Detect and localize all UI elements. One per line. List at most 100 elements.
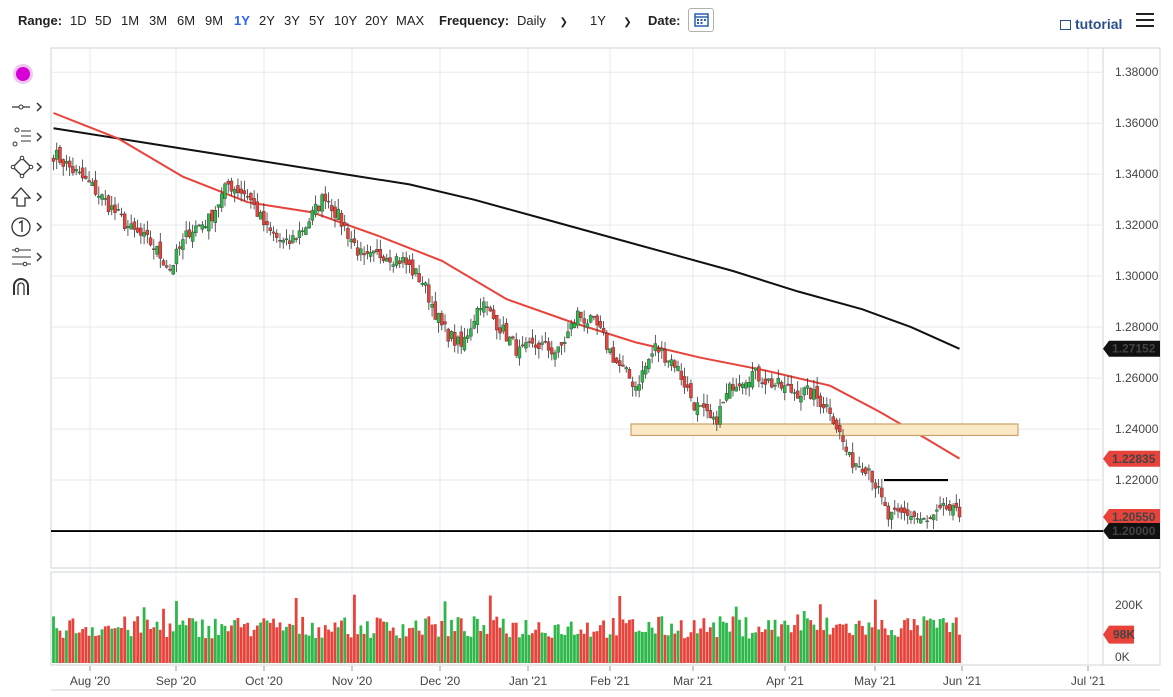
candle xyxy=(284,238,289,241)
candle xyxy=(744,382,748,389)
candle xyxy=(294,238,298,240)
volume-bar xyxy=(948,631,952,663)
x-tick-label: Sep '20 xyxy=(156,674,197,688)
volume-bar xyxy=(935,627,939,663)
candle xyxy=(482,301,486,313)
volume-bar xyxy=(469,636,473,663)
range-max[interactable]: MAX xyxy=(396,13,425,28)
annotation-number-button[interactable] xyxy=(8,215,44,239)
range-5y[interactable]: 5Y xyxy=(309,13,325,28)
candle xyxy=(715,416,719,425)
hamburger-menu-icon[interactable] xyxy=(1136,13,1154,27)
candle xyxy=(698,405,703,407)
volume-bar xyxy=(162,608,165,663)
volume-series xyxy=(52,594,961,663)
volume-bar xyxy=(802,611,806,663)
y-tick-label: 1.34000 xyxy=(1115,167,1159,181)
candle xyxy=(249,193,253,201)
volume-bar xyxy=(789,632,793,663)
range-10y[interactable]: 10Y xyxy=(334,13,358,28)
range-20y[interactable]: 20Y xyxy=(365,13,389,28)
candle xyxy=(440,313,444,326)
volume-bar xyxy=(689,632,693,663)
candle xyxy=(197,224,201,227)
candle xyxy=(216,204,221,208)
candle xyxy=(142,232,146,237)
range-1d[interactable]: 1D xyxy=(70,13,87,28)
color-picker-button[interactable] xyxy=(8,62,44,86)
trend-line-tool-button[interactable] xyxy=(8,125,44,149)
x-tick-label: Jan '21 xyxy=(509,674,548,688)
price-label-ma-fast-bg xyxy=(1103,450,1160,467)
candle xyxy=(407,259,412,265)
candle xyxy=(825,404,829,407)
volume-bar xyxy=(543,632,547,663)
volume-bar xyxy=(388,630,392,663)
candle xyxy=(514,339,518,356)
candle xyxy=(828,407,832,414)
candle xyxy=(491,309,496,319)
range-6m[interactable]: 6M xyxy=(177,13,196,28)
volume-bar xyxy=(628,619,631,663)
fibonacci-tool-button[interactable] xyxy=(8,245,44,269)
volume-bar xyxy=(712,622,715,663)
range-9m[interactable]: 9M xyxy=(205,13,224,28)
volume-bar xyxy=(450,619,453,663)
volume-bar xyxy=(637,630,641,663)
candle xyxy=(763,378,768,385)
range-3m[interactable]: 3M xyxy=(149,13,168,28)
volume-bar xyxy=(191,618,195,663)
candle xyxy=(770,378,774,388)
volume-bar xyxy=(94,636,97,663)
candle xyxy=(93,179,98,195)
range-1y[interactable]: 1Y xyxy=(234,13,250,28)
volume-bar xyxy=(446,636,450,663)
candle xyxy=(459,331,463,347)
volume-bar xyxy=(776,636,780,663)
price-pane-frame xyxy=(50,47,1161,569)
range-2y[interactable]: 2Y xyxy=(259,13,275,28)
range-5d[interactable]: 5D xyxy=(95,13,112,28)
candle xyxy=(935,509,939,512)
volume-bar xyxy=(657,616,660,663)
candle xyxy=(278,240,282,242)
candle xyxy=(135,227,140,233)
volume-bar xyxy=(175,600,178,663)
candle xyxy=(582,318,586,324)
candle xyxy=(753,367,758,371)
arrow-tool-button[interactable] xyxy=(8,185,44,209)
tutorial-link[interactable]: tutorial xyxy=(1060,16,1122,32)
crosshair-tool-button[interactable] xyxy=(8,95,44,119)
candle xyxy=(87,180,91,183)
volume-bar xyxy=(55,628,59,663)
candle xyxy=(333,206,337,218)
candle xyxy=(789,384,793,393)
range-3y[interactable]: 3Y xyxy=(284,13,300,28)
moving-average-fast-line xyxy=(53,112,961,460)
candle xyxy=(773,384,777,387)
candle xyxy=(385,258,389,262)
candle xyxy=(896,508,900,512)
period-select[interactable]: 1Y ❯ xyxy=(590,13,632,28)
volume-bar xyxy=(398,638,402,663)
toolbar: Range: 1D 5D 1M 3M 6M 9M 1Y 2Y 3Y 5Y 10Y… xyxy=(0,0,1173,42)
candle xyxy=(867,468,871,471)
y-tick-label: 1.22000 xyxy=(1115,473,1159,487)
volume-bar xyxy=(116,627,120,663)
volume-bar xyxy=(835,624,838,663)
volume-bar xyxy=(188,618,191,663)
range-1m[interactable]: 1M xyxy=(121,13,140,28)
candle xyxy=(300,230,305,233)
x-tick-label: Nov '20 xyxy=(332,674,373,688)
frequency-select[interactable]: Daily ❯ xyxy=(517,13,568,28)
candle xyxy=(58,146,62,163)
volume-bar xyxy=(259,622,262,663)
moving-average-slow-line xyxy=(53,127,960,350)
volume-bar xyxy=(58,630,62,663)
candle xyxy=(579,311,583,318)
shape-tool-button[interactable] xyxy=(8,155,44,179)
volume-bar xyxy=(844,623,848,663)
magnet-button[interactable] xyxy=(8,275,44,299)
date-picker-button[interactable] xyxy=(688,8,714,32)
